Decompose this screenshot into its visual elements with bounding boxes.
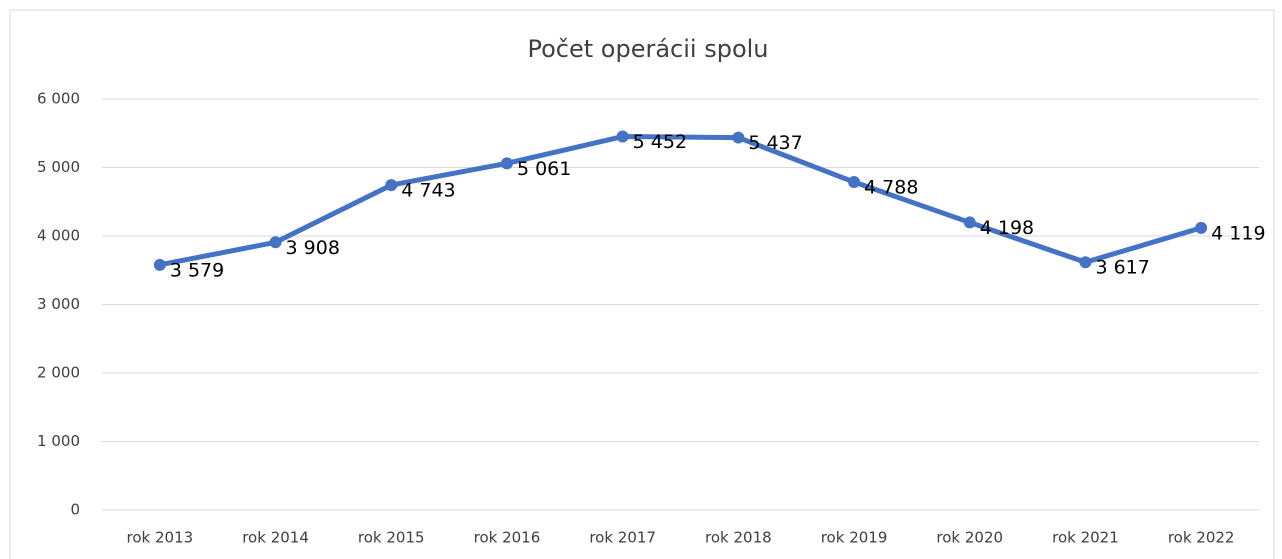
x-tick-label: rok 2015 (358, 529, 425, 547)
x-tick-label: rok 2013 (127, 529, 194, 547)
data-label: 4 743 (401, 180, 455, 202)
marker (500, 157, 513, 170)
data-label: 5 437 (748, 132, 802, 154)
y-tick-label: 2 000 (37, 364, 80, 382)
marker (732, 131, 745, 144)
marker (616, 130, 629, 143)
x-tick-label: rok 2016 (474, 529, 541, 547)
y-tick-label: 3 000 (37, 295, 80, 313)
chart-border (9, 9, 1275, 559)
x-tick-label: rok 2021 (1052, 529, 1119, 547)
y-tick-label: 6 000 (37, 90, 80, 108)
data-label: 5 061 (517, 158, 571, 180)
y-tick-label: 1 000 (37, 432, 80, 450)
data-label: 3 579 (170, 259, 224, 281)
marker (269, 236, 282, 249)
marker (153, 258, 166, 271)
marker (848, 176, 861, 189)
data-label: 5 452 (633, 131, 687, 153)
data-label: 4 788 (864, 177, 918, 199)
marker (1079, 256, 1092, 269)
data-label: 3 908 (286, 237, 340, 259)
x-tick-label: rok 2020 (936, 529, 1003, 547)
x-tick-label: rok 2018 (705, 529, 772, 547)
marker (963, 216, 976, 229)
y-tick-label: 4 000 (37, 227, 80, 245)
data-label: 4 198 (980, 217, 1034, 239)
data-label: 3 617 (1095, 257, 1149, 279)
y-tick-label: 0 (70, 501, 80, 519)
x-tick-label: rok 2019 (821, 529, 888, 547)
x-tick-label: rok 2022 (1168, 529, 1235, 547)
line (159, 134, 1202, 268)
data-label: 4 119 (1211, 222, 1265, 244)
x-tick-label: rok 2014 (242, 529, 309, 547)
y-tick-label: 5 000 (37, 158, 80, 176)
chart-title: Počet operácii spolu (527, 35, 768, 63)
marker (1195, 221, 1208, 234)
marker (385, 179, 398, 192)
x-tick-label: rok 2017 (589, 529, 656, 547)
